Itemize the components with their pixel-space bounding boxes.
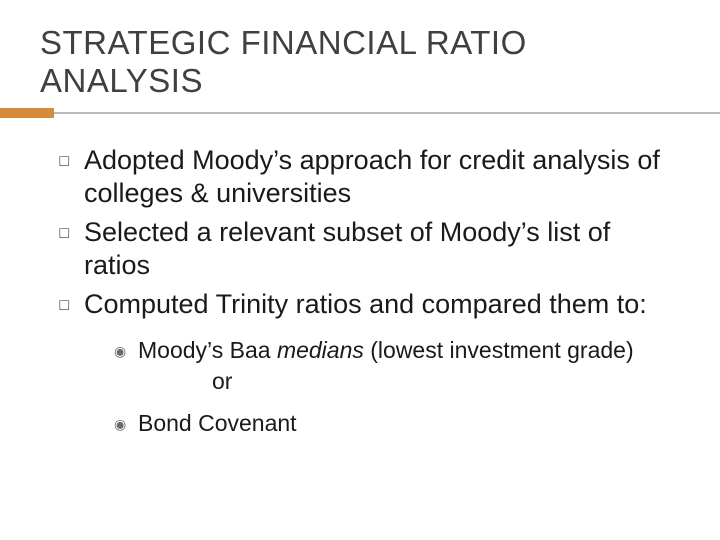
or-text: or xyxy=(58,368,680,395)
accent-bar xyxy=(0,108,54,118)
page-title: STRATEGIC FINANCIAL RATIO ANALYSIS xyxy=(40,24,680,100)
title-block: STRATEGIC FINANCIAL RATIO ANALYSIS xyxy=(40,24,680,100)
list-item-text: Moody’s Baa medians (lowest investment g… xyxy=(138,336,634,365)
list-item-text: Computed Trinity ratios and compared the… xyxy=(84,288,647,321)
text-prefix: Moody’s Baa xyxy=(138,337,277,363)
circle-bullet-icon: ◉ xyxy=(114,336,138,366)
list-item: ◻ Adopted Moody’s approach for credit an… xyxy=(58,144,680,210)
square-bullet-icon: ◻ xyxy=(58,288,84,322)
slide: STRATEGIC FINANCIAL RATIO ANALYSIS ◻ Ado… xyxy=(0,0,720,540)
list-item: ◉ Moody’s Baa medians (lowest investment… xyxy=(114,336,680,366)
rule-line xyxy=(54,112,720,114)
title-rule xyxy=(0,108,720,118)
sub-bullet-list: ◉ Bond Covenant xyxy=(58,409,680,439)
square-bullet-icon: ◻ xyxy=(58,216,84,250)
list-item: ◻ Selected a relevant subset of Moody’s … xyxy=(58,216,680,282)
sub-bullet-list: ◉ Moody’s Baa medians (lowest investment… xyxy=(58,336,680,366)
square-bullet-icon: ◻ xyxy=(58,144,84,178)
list-item-text: Adopted Moody’s approach for credit anal… xyxy=(84,144,680,210)
list-item-text: Selected a relevant subset of Moody’s li… xyxy=(84,216,680,282)
list-item-text: Bond Covenant xyxy=(138,409,297,438)
list-item: ◻ Computed Trinity ratios and compared t… xyxy=(58,288,680,322)
circle-bullet-icon: ◉ xyxy=(114,409,138,439)
bullet-list: ◻ Adopted Moody’s approach for credit an… xyxy=(58,144,680,322)
list-item: ◉ Bond Covenant xyxy=(114,409,680,439)
text-prefix: Bond Covenant xyxy=(138,410,297,436)
content: ◻ Adopted Moody’s approach for credit an… xyxy=(40,144,680,439)
text-suffix: (lowest investment grade) xyxy=(364,337,634,363)
text-italic: medians xyxy=(277,337,364,363)
